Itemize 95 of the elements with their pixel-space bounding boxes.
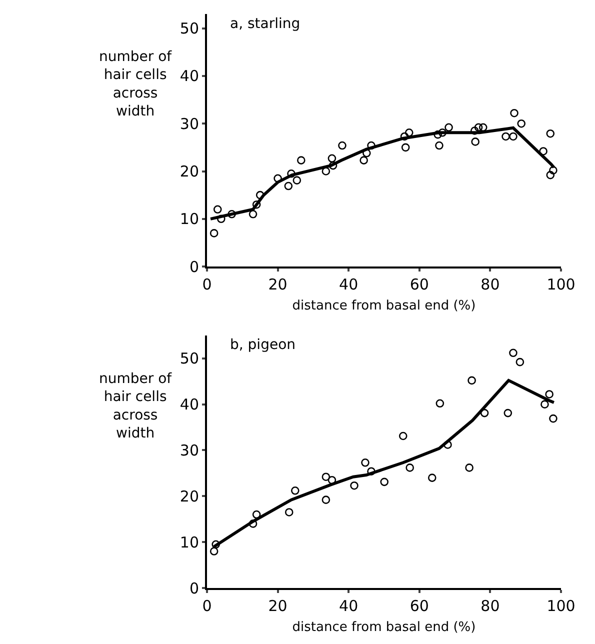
x-tick-label: 0 [202,597,212,615]
point [509,348,518,358]
point [361,458,370,467]
point [546,170,555,180]
point [549,166,558,174]
point [274,174,282,183]
chart-title: b, pigeon [230,337,296,353]
point [540,400,549,408]
point [517,119,526,128]
point [328,161,338,170]
point [291,486,300,495]
point [470,126,479,135]
point [546,129,555,138]
point [444,123,453,132]
point [213,205,222,214]
point [367,141,376,150]
y-axis-title: number of hair cells across width [99,371,173,442]
point [436,399,444,408]
point [284,182,293,190]
point [539,147,548,156]
point [444,440,452,449]
point [297,156,306,164]
y-tick-label: 0 [189,579,199,598]
point [549,414,558,423]
x-tick-label: 60 [410,597,429,615]
point [367,467,376,476]
y-tick-label: 20 [180,487,199,506]
point [217,214,226,224]
point [252,200,261,209]
y-tick-label: 40 [180,396,199,414]
point [438,128,447,137]
point [471,138,480,146]
x-tick-label: 20 [268,597,288,615]
point [350,481,358,490]
y-tick-label: 0 [189,258,199,276]
point [435,141,444,150]
point [465,464,474,472]
x-axis-title: distance from basal end (%) [292,298,476,314]
x-tick-label: 80 [480,276,500,294]
point [400,132,409,141]
point [252,510,261,519]
point [322,167,330,176]
point [362,149,371,158]
x-tick-label: 0 [202,276,212,294]
point [338,141,346,150]
point [212,540,220,549]
point [468,376,476,385]
point [322,472,330,482]
point [284,508,294,516]
point [404,128,414,137]
y-tick-label: 30 [180,114,199,133]
point [380,478,388,486]
x-tick-label: 20 [268,276,288,294]
point [428,474,436,482]
x-tick-label: 80 [480,597,500,615]
y-tick-label: 40 [180,67,199,86]
x-tick-label: 40 [339,276,358,294]
y-tick-label: 10 [180,533,199,552]
x-axis-title: distance from basal end (%) [292,620,476,636]
point [434,130,442,139]
point [401,143,410,152]
point [478,123,488,132]
point [287,169,296,178]
point [480,408,489,418]
x-tick-label: 60 [410,276,429,294]
point [406,464,414,472]
point [502,132,510,141]
point [360,156,368,164]
point [328,154,336,163]
point [322,496,330,504]
point [292,176,302,184]
point [228,210,236,218]
y-tick-label: 50 [180,350,199,368]
point [210,229,218,238]
y-tick-label: 20 [180,162,199,180]
point [398,432,408,440]
point [248,210,258,218]
point [328,476,336,484]
point [210,547,218,556]
point [516,358,524,366]
y-tick-label: 50 [180,20,199,38]
y-tick-label: 30 [180,441,199,460]
point [474,123,483,132]
point [545,390,554,398]
point [256,190,264,200]
point [510,108,518,118]
y-tick-label: 10 [180,210,199,228]
x-tick-label: 100 [546,597,576,615]
point [504,408,512,418]
chart-title: a, starling [230,16,300,32]
x-tick-label: 40 [339,597,358,615]
x-tick-label: 100 [546,276,576,294]
point [509,132,518,141]
point [248,520,258,528]
y-axis-title: number of hair cells across width [99,49,173,120]
